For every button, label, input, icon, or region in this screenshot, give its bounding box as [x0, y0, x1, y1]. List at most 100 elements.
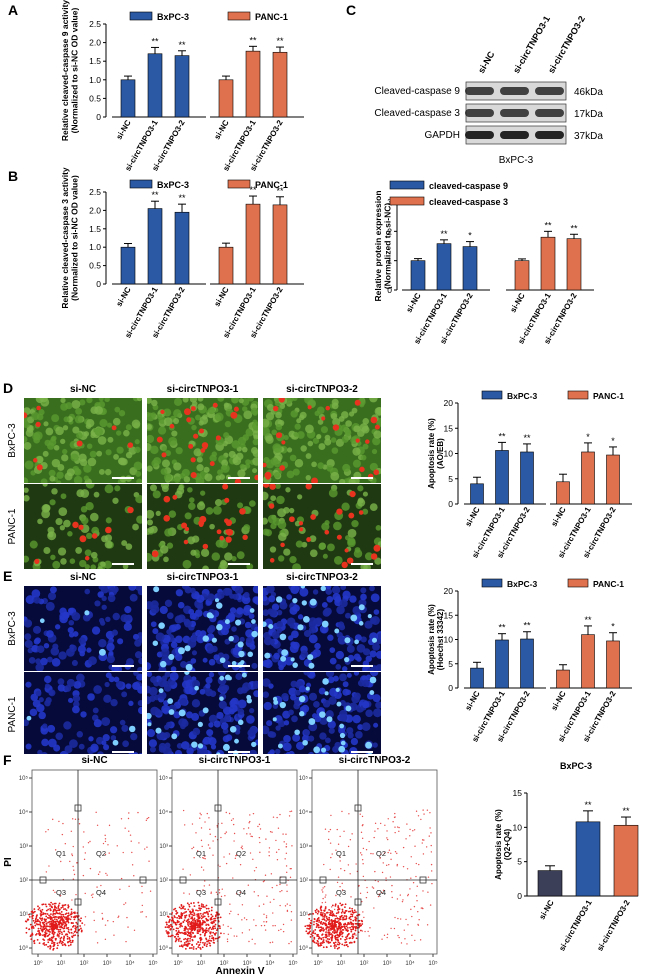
event-dot	[179, 924, 182, 927]
event-dot	[391, 896, 393, 899]
event-dot	[241, 932, 244, 934]
event-dot	[61, 933, 64, 936]
event-dot	[122, 851, 124, 854]
y-tick-label: 10⁵	[299, 775, 309, 782]
event-dot	[389, 876, 392, 878]
event-dot	[34, 920, 37, 923]
y-tick-label: 10¹	[299, 912, 308, 918]
event-dot	[313, 936, 316, 939]
event-dot	[333, 925, 336, 928]
event-dot	[212, 925, 215, 928]
event-dot	[126, 916, 128, 919]
significance-label: **	[178, 40, 186, 50]
event-dot	[265, 920, 268, 923]
event-dot	[193, 923, 196, 926]
event-dot	[263, 913, 265, 915]
event-dot	[306, 932, 309, 935]
y-tick-label: 15	[444, 423, 454, 433]
event-dot	[40, 911, 43, 914]
event-dot	[30, 938, 33, 941]
event-dot	[220, 836, 222, 839]
event-dot	[58, 820, 60, 823]
event-dot	[354, 916, 357, 919]
bar	[514, 260, 530, 291]
event-dot	[31, 917, 34, 920]
event-dot	[257, 895, 259, 897]
event-dot	[33, 942, 36, 945]
event-dot	[416, 900, 418, 902]
quadrant-label: Q3	[56, 888, 66, 897]
event-dot	[32, 914, 35, 917]
event-dot	[39, 923, 42, 925]
event-dot	[386, 838, 389, 841]
event-dot	[331, 934, 334, 937]
event-dot	[59, 939, 62, 942]
event-dot	[335, 945, 338, 948]
event-dot	[52, 945, 55, 948]
event-dot	[104, 838, 107, 840]
event-dot	[322, 887, 324, 889]
event-dot	[338, 933, 341, 936]
event-dot	[208, 884, 211, 886]
event-dot	[347, 845, 350, 848]
event-dot	[43, 944, 46, 946]
event-dot	[70, 913, 72, 916]
event-dot	[199, 948, 202, 950]
event-dot	[96, 942, 99, 944]
event-dot	[125, 940, 127, 943]
event-dot	[329, 828, 332, 831]
event-dot	[193, 857, 195, 859]
event-dot	[48, 914, 50, 917]
event-dot	[210, 906, 213, 909]
x-tick-label: 10³	[103, 961, 112, 967]
event-dot	[203, 857, 205, 859]
event-dot	[179, 932, 182, 934]
event-dot	[361, 859, 364, 861]
event-dot	[346, 926, 349, 929]
event-dot	[265, 916, 268, 919]
event-dot	[210, 891, 212, 893]
event-dot	[379, 822, 382, 825]
event-dot	[47, 908, 50, 911]
event-dot	[269, 941, 271, 944]
event-dot	[394, 826, 396, 828]
event-dot	[198, 943, 201, 946]
event-dot	[65, 927, 68, 929]
event-dot	[52, 924, 55, 927]
event-dot	[323, 919, 326, 921]
quadrant-label: Q1	[196, 849, 206, 858]
event-dot	[70, 911, 73, 914]
event-dot	[284, 858, 286, 860]
event-dot	[334, 921, 337, 923]
event-dot	[337, 908, 340, 911]
event-dot	[328, 916, 331, 919]
event-dot	[289, 876, 292, 879]
event-dot	[327, 926, 329, 928]
event-dot	[337, 905, 340, 907]
event-dot	[321, 942, 324, 944]
bar	[174, 211, 190, 285]
event-dot	[192, 921, 194, 923]
event-dot	[200, 839, 203, 842]
event-dot	[54, 891, 56, 894]
legend-label: BxPC-3	[507, 391, 538, 401]
event-dot	[34, 917, 37, 920]
event-dot	[60, 913, 63, 916]
event-dot	[405, 838, 407, 840]
event-dot	[241, 845, 243, 847]
event-dot	[315, 942, 318, 945]
event-dot	[415, 810, 418, 812]
event-dot	[60, 931, 63, 934]
y-tick-label: 10⁰	[299, 945, 309, 952]
event-dot	[62, 937, 65, 940]
event-dot	[195, 909, 197, 912]
bar	[245, 203, 261, 285]
event-dot	[232, 823, 235, 826]
event-dot	[128, 885, 130, 888]
event-dot	[169, 927, 172, 930]
event-dot	[290, 867, 292, 870]
bar	[520, 638, 534, 689]
